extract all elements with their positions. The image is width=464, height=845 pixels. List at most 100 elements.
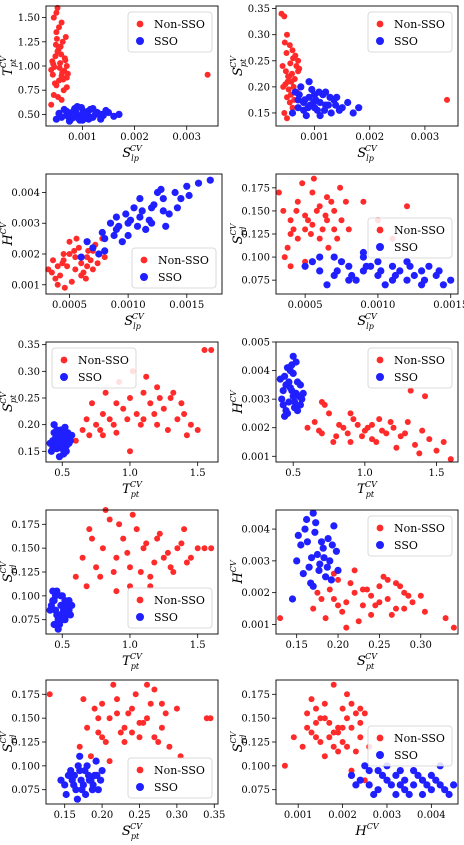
data-point: [140, 545, 147, 552]
data-point: [101, 235, 109, 243]
legend-marker: [136, 596, 144, 604]
data-point: [387, 781, 395, 789]
data-point: [183, 559, 190, 566]
data-point: [49, 587, 57, 595]
data-point: [162, 710, 169, 717]
data-point: [310, 605, 317, 612]
data-point: [405, 592, 412, 599]
y-axis-label: HCV: [229, 389, 246, 414]
data-point: [344, 743, 350, 750]
data-point: [290, 83, 297, 90]
data-point: [301, 262, 309, 270]
data-point: [72, 437, 79, 444]
y-axis-label: HCV: [0, 221, 16, 246]
legend-label: SSO: [394, 241, 418, 254]
data-point: [94, 260, 101, 267]
data-point: [144, 681, 150, 688]
data-point: [50, 597, 58, 605]
legend-box: [51, 347, 137, 389]
data-point: [73, 235, 80, 242]
data-point: [326, 410, 332, 417]
data-point: [326, 93, 334, 101]
data-point: [159, 195, 167, 203]
data-point: [316, 427, 322, 434]
y-tick-label: 1.00: [18, 62, 40, 73]
data-point: [326, 734, 333, 741]
data-point: [390, 424, 397, 431]
data-point: [313, 719, 319, 726]
data-point: [339, 705, 346, 712]
data-point: [53, 35, 60, 42]
data-point: [98, 767, 106, 775]
legend: Non-SSO SSO: [367, 217, 453, 259]
data-point: [328, 541, 336, 549]
data-point: [91, 705, 98, 712]
data-point: [150, 201, 158, 209]
data-point: [162, 222, 170, 230]
data-point: [70, 771, 78, 780]
data-point: [89, 400, 95, 407]
data-point: [318, 399, 325, 405]
y-tick-label: 0.003: [241, 556, 270, 567]
data-point: [352, 781, 360, 789]
data-point: [339, 724, 346, 731]
data-point: [125, 710, 132, 717]
data-point: [311, 528, 319, 536]
x-tick-label: 0.30: [410, 640, 432, 651]
data-point: [86, 526, 93, 533]
data-point: [426, 436, 433, 443]
data-point: [75, 244, 82, 251]
data-point: [64, 70, 71, 77]
scatter-panel-p41: 0.5 1.0 1.5 0.075 0.100 0.125 0.150 0.175 Non-SS…: [11, 507, 219, 651]
data-point: [283, 50, 290, 56]
data-point: [414, 771, 422, 780]
data-point: [68, 601, 76, 610]
data-point: [129, 705, 135, 712]
data-point: [282, 68, 289, 75]
data-point: [419, 427, 426, 434]
data-point: [66, 251, 73, 257]
data-point: [330, 729, 337, 736]
legend: Non-SSO SSO: [127, 11, 213, 53]
data-point: [337, 258, 346, 266]
svg-text:TptCV: TptCV: [122, 652, 143, 671]
data-point: [351, 589, 358, 596]
y-tick-label: 0.002: [241, 588, 270, 599]
data-point: [77, 776, 85, 784]
data-point: [56, 64, 63, 71]
svg-text:SlpCV: SlpCV: [122, 144, 143, 163]
data-point: [321, 753, 328, 760]
data-point: [348, 700, 355, 707]
data-point: [51, 434, 60, 442]
data-point: [291, 76, 298, 82]
data-point: [114, 696, 120, 703]
data-point: [99, 545, 106, 552]
data-point: [59, 38, 66, 45]
data-point: [310, 175, 317, 182]
plot-frame: [275, 5, 459, 127]
x-tick-label: 0.002: [120, 132, 149, 143]
data-point: [359, 586, 366, 593]
data-point: [294, 531, 302, 540]
plot-area: [48, 4, 211, 125]
data-point: [332, 101, 340, 109]
data-point: [345, 226, 352, 233]
legend-marker: [376, 373, 384, 381]
data-point: [286, 42, 293, 49]
data-point: [289, 352, 297, 360]
data-point: [99, 411, 106, 417]
data-point: [388, 611, 395, 618]
data-point: [98, 110, 106, 118]
data-point: [436, 781, 444, 789]
data-point: [147, 573, 154, 580]
data-point: [383, 776, 391, 784]
data-point: [327, 576, 335, 584]
data-point: [281, 13, 288, 20]
legend-label: SSO: [394, 371, 418, 384]
data-point: [50, 257, 56, 264]
data-point: [349, 109, 357, 117]
x-tick-label: 0.15: [286, 640, 308, 651]
data-point: [350, 416, 357, 423]
data-point: [52, 275, 59, 282]
data-point: [207, 715, 214, 722]
